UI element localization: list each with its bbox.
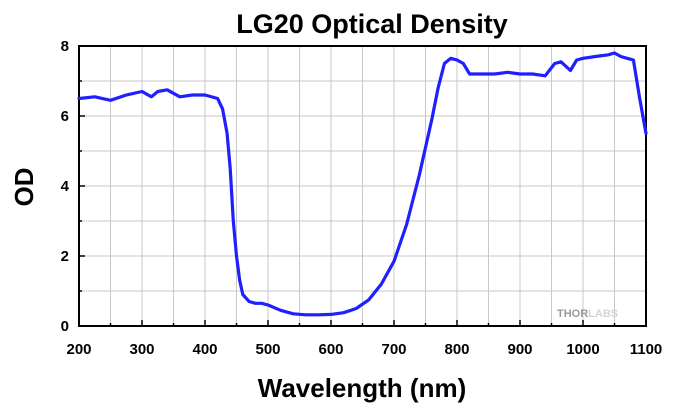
x-tick-label: 200 [66,341,91,358]
x-tick-label: 500 [255,341,280,358]
chart-title: LG20 Optical Density [236,9,508,39]
y-tick-label: 6 [61,108,69,125]
thorlabs-watermark: THORLABS [557,308,618,320]
x-tick-label: 300 [129,341,154,358]
tick-labels: 200 300 400 500 600 700 800 900 1000 1100 0 2 4 6 8 [61,38,663,358]
y-tick-label: 4 [61,178,70,195]
ticks [78,45,647,327]
x-tick-label: 1100 [630,341,663,358]
x-tick-label: 700 [381,341,406,358]
grid [79,46,646,326]
y-tick-label: 2 [61,248,69,265]
x-tick-label: 800 [444,341,469,358]
watermark-part-b: LABS [588,308,618,320]
series-line [77,51,648,317]
x-tick-label: 1000 [566,341,599,358]
y-tick-label: 0 [61,318,69,335]
x-tick-label: 600 [318,341,343,358]
y-axis-label: OD [9,168,39,207]
watermark-part-a: THOR [557,308,588,320]
x-axis-label: Wavelength (nm) [258,373,466,403]
x-tick-label: 900 [507,341,532,358]
x-tick-label: 400 [192,341,217,358]
y-tick-label: 8 [61,38,69,55]
